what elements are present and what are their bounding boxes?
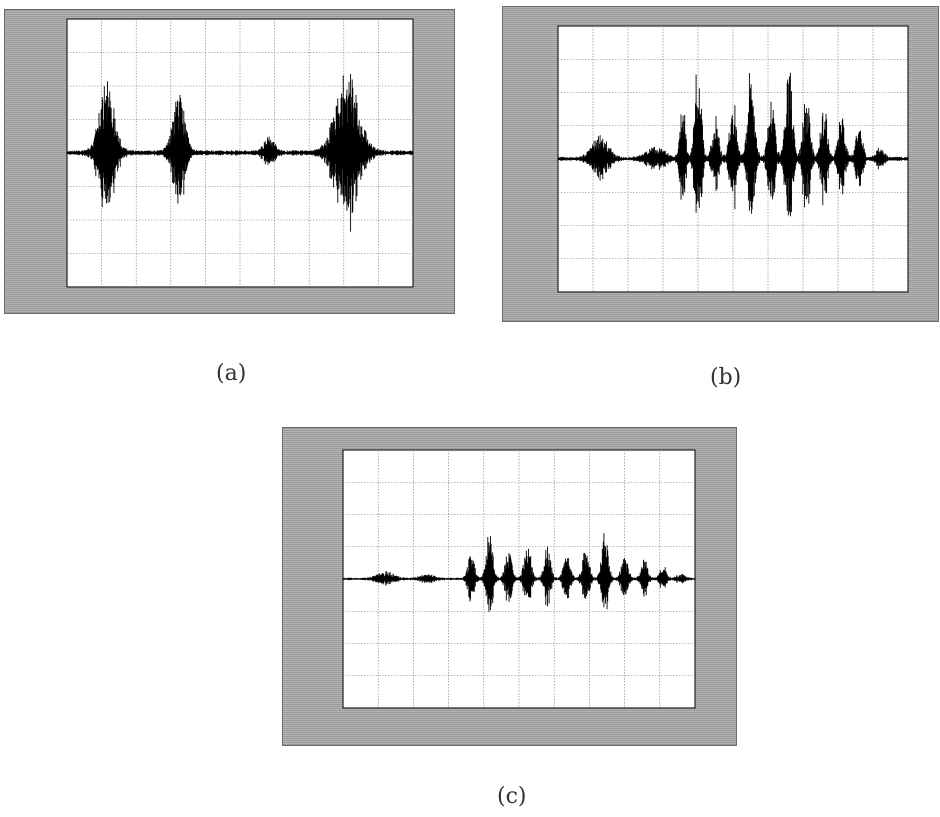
waveform-chart-b bbox=[557, 25, 909, 293]
caption-c: (c) bbox=[497, 784, 527, 809]
waveform-panel-b bbox=[502, 6, 939, 322]
waveform-panel-a bbox=[4, 9, 455, 314]
caption-b: (b) bbox=[710, 365, 742, 390]
caption-a: (a) bbox=[216, 361, 247, 386]
waveform-chart-a bbox=[66, 18, 414, 288]
waveform-panel-c bbox=[282, 427, 737, 746]
waveform-chart-c bbox=[342, 449, 696, 709]
